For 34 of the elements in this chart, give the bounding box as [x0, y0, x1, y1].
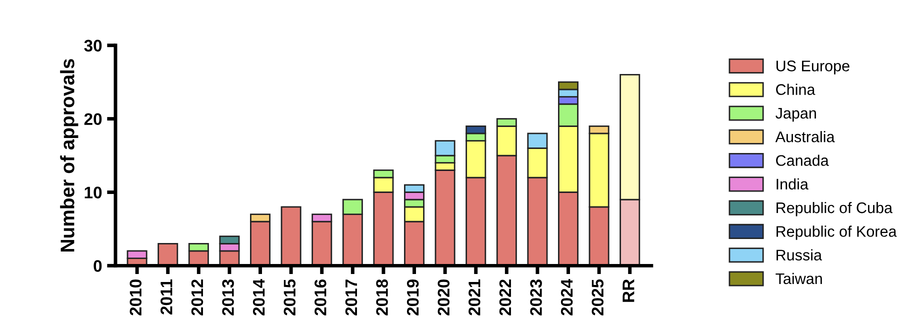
x-tick-label: 2018: [376, 279, 388, 316]
bar: [280, 206, 302, 266]
x-tick-label: 2017: [345, 280, 358, 316]
bar: [158, 242, 178, 266]
legend-label: Japan: [776, 108, 816, 122]
legend-label: Russia: [776, 249, 822, 260]
legend-label: Canada: [776, 154, 829, 166]
x-tick-label: 2023: [530, 279, 542, 316]
y-tick-label: 30: [84, 40, 102, 52]
x-tick-label: RR: [622, 279, 634, 302]
y-tick-label: 0: [94, 260, 102, 272]
legend-label: Taiwan: [776, 272, 822, 284]
y-tick-label: 20: [84, 113, 102, 126]
x-tick-label: 2010: [130, 280, 142, 316]
legend-label: China: [776, 84, 816, 95]
x-tick-label: 2013: [222, 279, 234, 316]
legend-label: Republic of Korea: [776, 226, 897, 240]
x-tick-label: 2022: [499, 280, 512, 316]
x-tick-label: 2014: [252, 278, 265, 316]
x-tick-label: 2021: [468, 279, 480, 316]
x-tick-label: 2012: [191, 280, 204, 316]
x-tick-label: 2019: [406, 279, 419, 316]
x-tick-label: 2015: [284, 279, 296, 316]
legend-label: US Europe: [776, 60, 850, 74]
y-tick-label: 10: [84, 186, 102, 198]
x-tick-label: 2011: [160, 279, 172, 314]
x-tick-label: 2016: [314, 279, 326, 316]
legend-label: India: [776, 178, 808, 190]
legend-label: Australia: [775, 131, 835, 142]
x-tick-label: 2024: [560, 278, 573, 316]
x-tick-label: 2020: [438, 280, 450, 316]
y-axis-title: Number of approvals: [60, 59, 78, 252]
x-tick-label: 2025: [592, 279, 604, 316]
legend-label: Republic of Cuba: [776, 202, 893, 216]
